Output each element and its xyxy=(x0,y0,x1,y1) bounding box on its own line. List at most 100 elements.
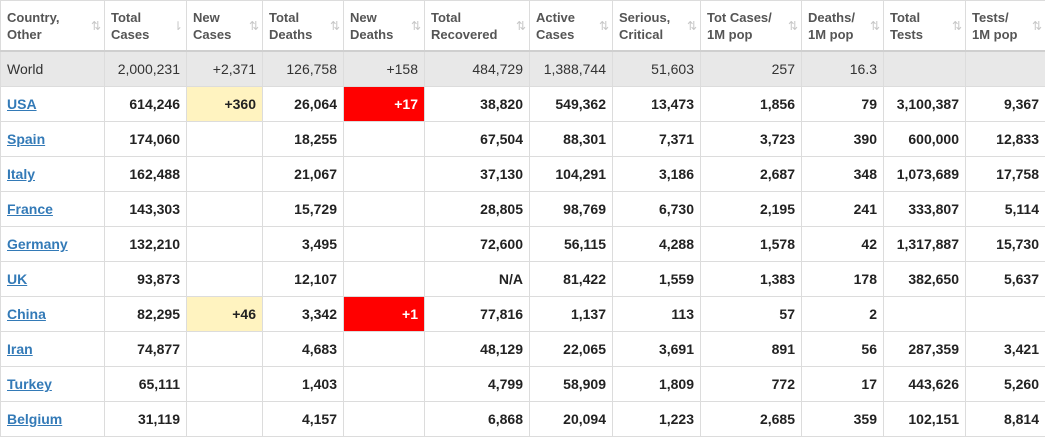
serious-critical-cell: 1,223 xyxy=(612,401,701,437)
total-tests-cell: 443,626 xyxy=(883,366,966,402)
table-row: China 82,295 +46 3,342 +1 77,816 1,137 113 57 2 xyxy=(0,296,1045,332)
header-line1: Tot Cases/ xyxy=(707,9,772,25)
table-row: Spain 174,060 18,255 67,504 88,301 7,371 3,723… xyxy=(0,121,1045,157)
sort-icon[interactable]: ⇅ xyxy=(515,18,526,33)
header-line2: Tests xyxy=(890,26,923,42)
header-line2: 1M pop xyxy=(707,26,753,42)
cases-per-1m-cell: 2,687 xyxy=(700,156,802,192)
country-link[interactable]: China xyxy=(7,306,46,322)
tests-per-1m-cell: 5,114 xyxy=(965,191,1045,227)
header-line1: Serious, xyxy=(619,9,671,25)
sort-icon[interactable]: ⇅ xyxy=(90,18,101,33)
total-tests-cell: 102,151 xyxy=(883,401,966,437)
total-recovered-cell: 67,504 xyxy=(424,121,530,157)
sort-icon[interactable]: ⇅ xyxy=(787,18,798,33)
total-tests-cell xyxy=(883,50,966,87)
tests-per-1m-cell: 5,260 xyxy=(965,366,1045,402)
deaths-per-1m-cell: 390 xyxy=(801,121,884,157)
cases-per-1m-cell: 3,723 xyxy=(700,121,802,157)
table-row: Italy 162,488 21,067 37,130 104,291 3,186 2,68… xyxy=(0,156,1045,192)
new-deaths-cell xyxy=(343,331,425,367)
sort-icon[interactable]: ⇅ xyxy=(1031,18,1042,33)
country-link[interactable]: France xyxy=(7,201,53,217)
total-deaths-cell: 1,403 xyxy=(262,366,344,402)
cases-per-1m-cell: 2,685 xyxy=(700,401,802,437)
total-recovered-cell: N/A xyxy=(424,261,530,297)
cases-per-1m-cell: 257 xyxy=(700,50,802,87)
country-link[interactable]: USA xyxy=(7,96,37,112)
serious-critical-cell: 7,371 xyxy=(612,121,701,157)
header-line2: Cases xyxy=(193,26,232,42)
tests-per-1m-cell: 5,637 xyxy=(965,261,1045,297)
sort-icon[interactable]: ⇅ xyxy=(329,18,340,33)
new-cases-cell xyxy=(186,401,263,437)
total-recovered-cell: 4,799 xyxy=(424,366,530,402)
header-line1: New xyxy=(350,9,377,25)
country-link[interactable]: Italy xyxy=(7,166,36,182)
cases-per-1m-cell: 891 xyxy=(700,331,802,367)
total-recovered-cell: 37,130 xyxy=(424,156,530,192)
sort-icon[interactable]: ⇅ xyxy=(951,18,962,33)
col-header-total-deaths[interactable]: Total Deaths ⇅ xyxy=(262,0,344,52)
new-deaths-cell xyxy=(343,121,425,157)
country-link[interactable]: Germany xyxy=(7,236,68,252)
col-header-active-cases[interactable]: Active Cases ⇅ xyxy=(529,0,613,52)
total-recovered-cell: 484,729 xyxy=(424,50,530,87)
country-cell: Italy xyxy=(0,156,105,192)
col-header-tests-per-1m[interactable]: Tests/1M pop ⇅ xyxy=(965,0,1045,52)
deaths-per-1m-cell: 241 xyxy=(801,191,884,227)
total-cases-cell: 143,303 xyxy=(104,191,187,227)
deaths-per-1m-cell: 348 xyxy=(801,156,884,192)
sort-icon[interactable]: ⇅ xyxy=(248,18,259,33)
header-line1: Total xyxy=(111,9,142,25)
sort-desc-icon[interactable]: ⇂ xyxy=(172,18,183,33)
col-header-new-deaths[interactable]: New Deaths ⇅ xyxy=(343,0,425,52)
country-cell: Turkey xyxy=(0,366,105,402)
header-line1: New xyxy=(193,9,220,25)
tests-per-1m-cell: 15,730 xyxy=(965,226,1045,262)
total-tests-cell: 382,650 xyxy=(883,261,966,297)
total-deaths-cell: 18,255 xyxy=(262,121,344,157)
new-cases-cell xyxy=(186,226,263,262)
serious-critical-cell: 3,691 xyxy=(612,331,701,367)
sort-icon[interactable]: ⇅ xyxy=(598,18,609,33)
cases-per-1m-cell: 1,383 xyxy=(700,261,802,297)
col-header-cases-per-1m[interactable]: Tot Cases/1M pop ⇅ xyxy=(700,0,802,52)
col-header-total-recovered[interactable]: Total Recovered ⇅ xyxy=(424,0,530,52)
total-cases-cell: 65,111 xyxy=(104,366,187,402)
sort-icon[interactable]: ⇅ xyxy=(686,18,697,33)
table-row: France 143,303 15,729 28,805 98,769 6,730 2,19… xyxy=(0,191,1045,227)
col-header-total-cases[interactable]: Total Cases ⇂ xyxy=(104,0,187,52)
country-link[interactable]: Turkey xyxy=(7,376,52,392)
tests-per-1m-cell: 3,421 xyxy=(965,331,1045,367)
col-header-new-cases[interactable]: New Cases ⇅ xyxy=(186,0,263,52)
new-deaths-cell xyxy=(343,261,425,297)
sort-icon[interactable]: ⇅ xyxy=(869,18,880,33)
total-cases-cell: 2,000,231 xyxy=(104,50,187,87)
deaths-per-1m-cell: 359 xyxy=(801,401,884,437)
cases-per-1m-cell: 1,578 xyxy=(700,226,802,262)
col-header-total-tests[interactable]: Total Tests ⇅ xyxy=(883,0,966,52)
col-header-serious-critical[interactable]: Serious, Critical ⇅ xyxy=(612,0,701,52)
serious-critical-cell: 6,730 xyxy=(612,191,701,227)
tests-per-1m-cell: 12,833 xyxy=(965,121,1045,157)
col-header-deaths-per-1m[interactable]: Deaths/1M pop ⇅ xyxy=(801,0,884,52)
country-link[interactable]: UK xyxy=(7,271,28,287)
country-link[interactable]: Iran xyxy=(7,341,33,357)
country-link[interactable]: Belgium xyxy=(7,411,63,427)
new-cases-cell xyxy=(186,191,263,227)
deaths-per-1m-cell: 42 xyxy=(801,226,884,262)
active-cases-cell: 1,388,744 xyxy=(529,50,613,87)
serious-critical-cell: 51,603 xyxy=(612,50,701,87)
country-link[interactable]: Spain xyxy=(7,131,46,147)
table-row: USA 614,246 +360 26,064 +17 38,820 549,362 13,4… xyxy=(0,86,1045,122)
active-cases-cell: 1,137 xyxy=(529,296,613,332)
total-cases-cell: 82,295 xyxy=(104,296,187,332)
active-cases-cell: 104,291 xyxy=(529,156,613,192)
sort-icon[interactable]: ⇅ xyxy=(410,18,421,33)
cases-per-1m-cell: 2,195 xyxy=(700,191,802,227)
col-header-country[interactable]: Country, Other ⇅ xyxy=(0,0,105,52)
header-line2: 1M pop xyxy=(808,26,854,42)
total-deaths-cell: 126,758 xyxy=(262,50,344,87)
total-recovered-cell: 38,820 xyxy=(424,86,530,122)
